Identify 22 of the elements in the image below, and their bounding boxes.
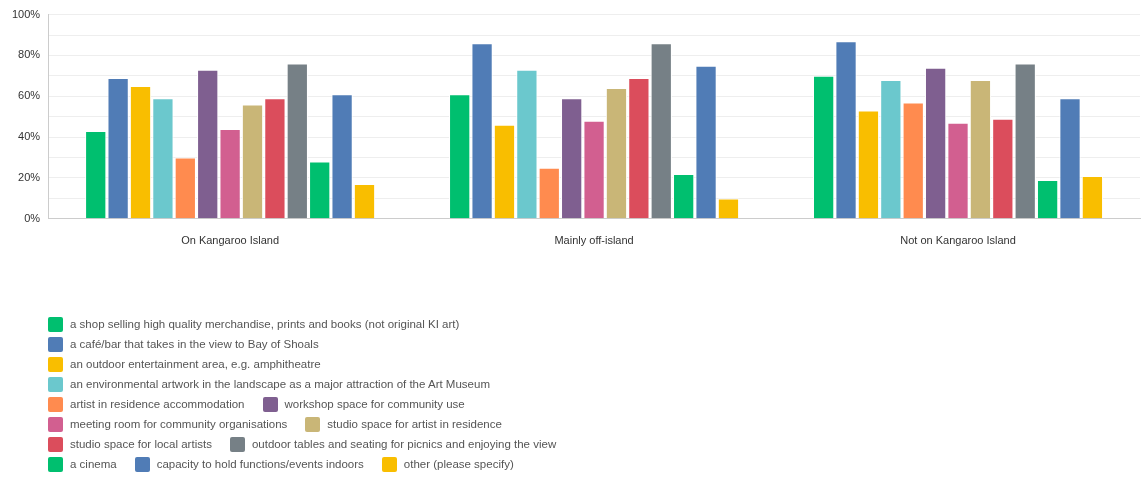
y-tick-label: 20% <box>18 170 41 183</box>
x-tick-label: On Kangaroo Island <box>181 234 280 247</box>
y-tick-label: 60% <box>18 89 41 102</box>
y-tick-label: 0% <box>24 211 41 224</box>
legend-label: a café/bar that takes in the view to Bay of Shoals <box>70 338 319 350</box>
legend-label: other (please specify) <box>403 458 514 470</box>
legend-label: capacity to hold functions/events indoors <box>156 458 364 470</box>
y-tick-label: 40% <box>18 130 41 143</box>
legend-label: an environmental artwork in the landscape as a major attraction of the Art Museum <box>70 378 490 390</box>
legend-label: studio space for artist in residence <box>327 418 502 430</box>
legend-label: artist in residence accommodation <box>70 398 245 410</box>
x-tick-label: Not on Kangaroo Island <box>900 234 1016 247</box>
legend-label: a cinema <box>70 458 117 470</box>
legend-label: studio space for local artists <box>70 438 212 450</box>
legend-label: an outdoor entertainment area, e.g. amphitheatre <box>70 358 321 370</box>
y-tick-label: 80% <box>18 48 41 61</box>
x-tick-label: Mainly off-island <box>554 234 634 247</box>
legend-label: workshop space for community use <box>284 398 465 410</box>
y-tick-label: 100% <box>11 7 41 20</box>
legend-label: outdoor tables and seating for picnics and enjoying the view <box>251 438 557 450</box>
legend-label: meeting room for community organisations <box>70 418 288 430</box>
legend-label: a shop selling high quality merchandise, prints and books (not original KI art) <box>70 318 460 330</box>
